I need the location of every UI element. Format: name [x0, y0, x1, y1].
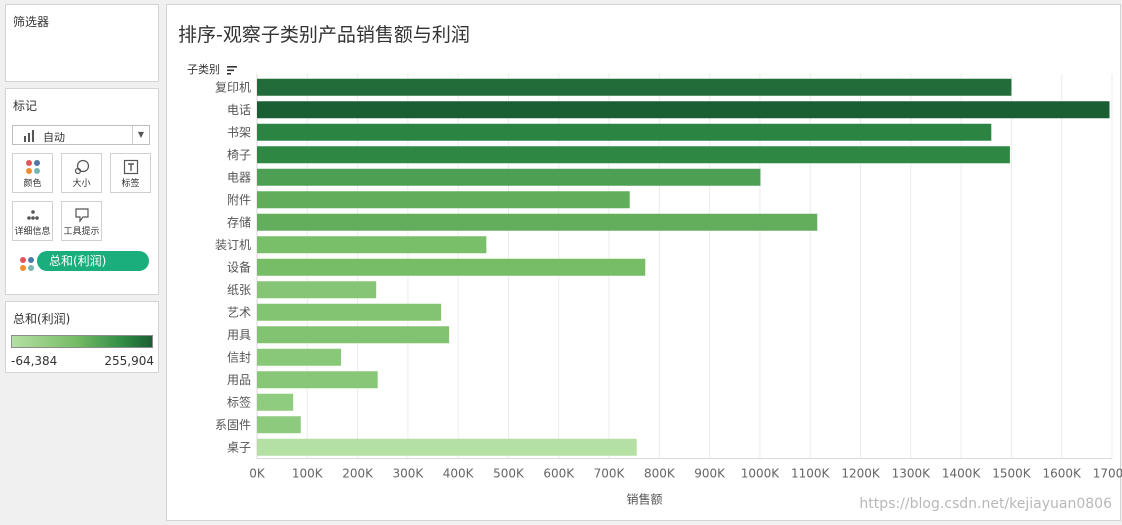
bar-chart-icon — [24, 130, 34, 142]
size-icon — [74, 159, 89, 175]
category-label: 复印机 — [215, 80, 251, 94]
bar[interactable] — [257, 123, 992, 141]
bar[interactable] — [257, 416, 301, 434]
category-label: 纸张 — [227, 283, 251, 297]
bar[interactable] — [257, 258, 646, 276]
category-label: 装订机 — [215, 238, 251, 252]
label-icon — [123, 159, 138, 175]
color-button[interactable]: 颜色 — [12, 153, 53, 193]
bar[interactable] — [257, 146, 1010, 164]
x-tick-label: 1700K — [1093, 467, 1122, 481]
category-label: 存储 — [227, 214, 251, 229]
filters-title: 筛选器 — [13, 15, 50, 29]
category-label: 电器 — [227, 170, 251, 184]
color-button-label: 颜色 — [23, 179, 42, 189]
filters-card[interactable]: 筛选器 — [5, 4, 159, 82]
category-label: 桌子 — [227, 440, 251, 454]
x-tick-label: 600K — [543, 467, 575, 481]
color-dots-icon — [20, 257, 34, 271]
bar[interactable] — [257, 78, 1012, 96]
x-tick-label: 0K — [249, 467, 266, 481]
tooltip-icon — [74, 208, 89, 223]
bar[interactable] — [257, 236, 487, 254]
x-tick-label: 1100K — [791, 467, 831, 481]
detail-icon — [26, 210, 39, 220]
tooltip-button-label: 工具提示 — [63, 227, 100, 237]
x-tick-label: 700K — [594, 467, 626, 481]
bar[interactable] — [257, 348, 341, 366]
label-button-label: 标签 — [121, 179, 140, 189]
legend-title: 总和(利润) — [13, 312, 71, 326]
detail-button[interactable]: 详细信息 — [12, 201, 53, 241]
marks-title: 标记 — [13, 99, 38, 113]
x-tick-label: 100K — [292, 467, 324, 481]
category-label: 标签 — [227, 394, 251, 409]
category-label: 系固件 — [215, 418, 251, 432]
legend-max: 255,904 — [104, 354, 154, 368]
category-label: 艺术 — [227, 305, 251, 319]
legend-gradient — [11, 335, 153, 348]
row-header-label: 子类别 — [187, 63, 220, 76]
worksheet: 排序-观察子类别产品销售额与利润 子类别 0K 100K 200K 300K 400K 5… — [166, 4, 1122, 521]
x-tick-label: 200K — [342, 467, 374, 481]
x-tick-label: 400K — [443, 467, 475, 481]
bar[interactable] — [257, 281, 377, 299]
bar[interactable] — [257, 326, 450, 344]
color-legend-card: 总和(利润) -64,384 255,904 — [5, 301, 159, 373]
category-label: 设备 — [227, 260, 251, 274]
label-button[interactable]: 标签 — [110, 153, 151, 193]
x-tick-label: 500K — [493, 467, 525, 481]
bar[interactable] — [257, 213, 818, 231]
bar[interactable] — [257, 303, 442, 321]
detail-button-label: 详细信息 — [14, 227, 51, 237]
category-label: 椅子 — [227, 148, 251, 162]
category-label: 电话 — [227, 103, 251, 117]
x-tick-label: 800K — [644, 467, 676, 481]
color-dots-icon — [25, 160, 40, 174]
x-tick-label: 1300K — [892, 467, 932, 481]
mark-type-select[interactable]: 自动 ▼ — [12, 125, 150, 145]
category-label: 用品 — [227, 373, 251, 387]
bar[interactable] — [257, 191, 630, 209]
sheet-title: 排序-观察子类别产品销售额与利润 — [178, 24, 470, 46]
legend-min: -64,384 — [11, 354, 58, 368]
bar-chart: 0K 100K 200K 300K 400K 500K 600K 700K 800K 900K 10… — [215, 74, 1122, 507]
size-button-label: 大小 — [72, 179, 91, 189]
bar[interactable] — [257, 393, 294, 411]
bar[interactable] — [257, 101, 1110, 119]
chevron-down-icon[interactable]: ▼ — [132, 126, 149, 144]
x-axis-title: 销售额 — [626, 492, 662, 507]
category-label: 书架 — [227, 125, 251, 139]
x-tick-label: 1500K — [992, 467, 1032, 481]
category-label: 附件 — [227, 193, 251, 207]
bar[interactable] — [257, 438, 637, 456]
bar[interactable] — [257, 371, 378, 389]
watermark: https://blog.csdn.net/kejiayuan0806 — [859, 496, 1112, 512]
x-tick-label: 300K — [392, 467, 424, 481]
row-header[interactable]: 子类别 — [187, 61, 237, 77]
marks-card: 标记 自动 ▼ 颜色 — [5, 88, 159, 295]
tooltip-button[interactable]: 工具提示 — [61, 201, 102, 241]
size-button[interactable]: 大小 — [61, 153, 102, 193]
x-tick-label: 1400K — [942, 467, 982, 481]
category-label: 用具 — [227, 328, 251, 342]
x-tick-label: 1200K — [841, 467, 881, 481]
profit-color-pill[interactable]: 总和(利润) — [37, 251, 149, 271]
x-tick-label: 900K — [694, 467, 726, 481]
side-panel: 筛选器 标记 自动 ▼ 颜色 — [0, 0, 165, 525]
mark-type-label: 自动 — [43, 131, 65, 144]
x-tick-label: 1000K — [741, 467, 781, 481]
category-label: 信封 — [227, 350, 251, 364]
sort-icon[interactable] — [226, 65, 237, 75]
x-tick-label: 1600K — [1042, 467, 1082, 481]
bar[interactable] — [257, 168, 761, 186]
